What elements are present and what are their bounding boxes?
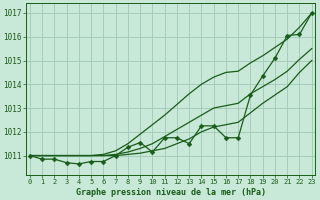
X-axis label: Graphe pression niveau de la mer (hPa): Graphe pression niveau de la mer (hPa) bbox=[76, 188, 266, 197]
